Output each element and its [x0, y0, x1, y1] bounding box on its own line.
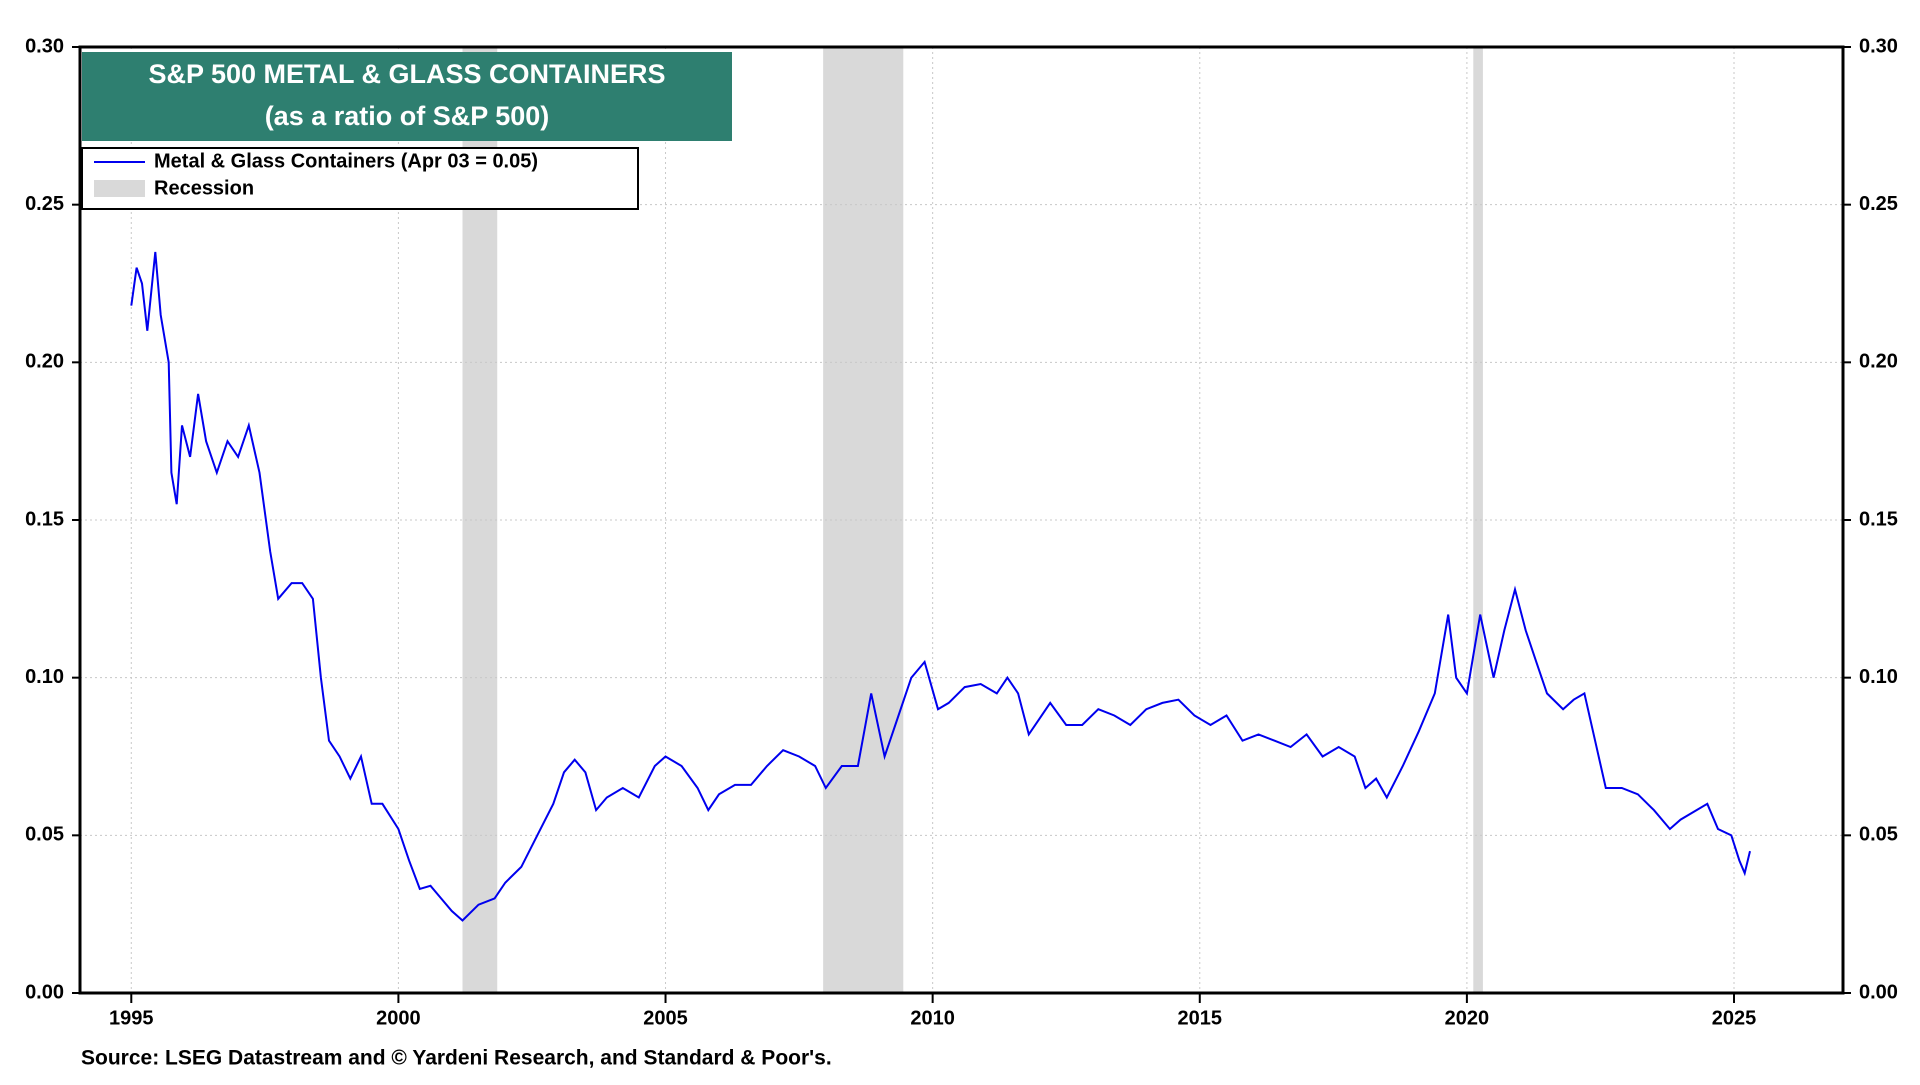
x-tick-label: 2010 [910, 1007, 955, 1029]
x-tick-label: 2000 [376, 1007, 421, 1029]
y-tick-label: 0.10 [25, 666, 64, 688]
chart-title: S&P 500 METAL & GLASS CONTAINERS [148, 59, 665, 89]
y-tick-label: 0.25 [25, 193, 64, 215]
recession-band [1473, 47, 1483, 993]
y2-tick-label: 0.05 [1859, 824, 1898, 846]
y-tick-label: 0.30 [25, 35, 64, 57]
y2-tick-label: 0.15 [1859, 508, 1898, 530]
chart-subtitle: (as a ratio of S&P 500) [265, 101, 550, 131]
y2-tick-label: 0.00 [1859, 981, 1898, 1003]
title-box [82, 52, 732, 141]
x-tick-label: 2015 [1178, 1007, 1223, 1029]
x-tick-label: 1995 [109, 1007, 154, 1029]
x-tick-label: 2005 [643, 1007, 688, 1029]
series-line [130, 251, 1751, 922]
y-tick-label: 0.05 [25, 824, 64, 846]
y2-tick-label: 0.10 [1859, 666, 1898, 688]
y2-tick-label: 0.25 [1859, 193, 1898, 215]
x-tick-label: 2025 [1712, 1007, 1757, 1029]
source: Source: LSEG Datastream and © Yardeni Re… [81, 1047, 832, 1070]
plot-frame [78, 45, 1845, 995]
y2-tick-label: 0.20 [1859, 351, 1898, 373]
legend-label: Recession [154, 177, 254, 199]
y-tick-label: 0.00 [25, 981, 64, 1003]
legend [81, 147, 639, 210]
x-tick-label: 2020 [1445, 1007, 1490, 1029]
legend-swatch [94, 180, 145, 197]
y2-tick-label: 0.30 [1859, 35, 1898, 57]
y-tick-label: 0.20 [25, 351, 64, 373]
y-tick-label: 0.15 [25, 508, 64, 530]
legend-label: Metal & Glass Containers (Apr 03 = 0.05) [154, 150, 538, 172]
